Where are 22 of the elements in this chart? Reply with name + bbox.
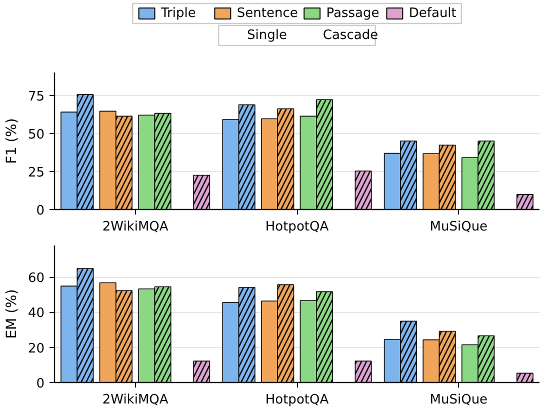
y-tick-label: 20 xyxy=(28,341,45,356)
y-tick-label: 25 xyxy=(28,165,45,180)
x-tick-label: 2WikiMQA xyxy=(102,392,168,408)
y-tick-label: 0 xyxy=(36,204,45,218)
y-tick-label: 40 xyxy=(28,306,45,322)
x-tick-label: 2WikiMQA xyxy=(102,220,168,234)
y-tick-label: 50 xyxy=(28,127,45,142)
x-tick-label: MuSiQue xyxy=(430,392,488,408)
y-axis-title: EM (%) xyxy=(4,289,20,339)
legend-label: Sentence xyxy=(236,6,298,21)
y-tick-label: 0 xyxy=(36,376,45,392)
x-tick-label: HotpotQA xyxy=(265,220,329,234)
y-tick-label: 75 xyxy=(28,89,45,104)
y-axis-title: F1 (%) xyxy=(4,118,20,164)
text: Single xyxy=(246,28,287,43)
y-tick-label: 60 xyxy=(28,271,45,286)
legend-label: Triple xyxy=(160,6,196,21)
x-tick-label: MuSiQue xyxy=(430,220,488,234)
legend-label: Default xyxy=(408,6,456,21)
text: Cascade xyxy=(322,28,378,43)
x-tick-label: HotpotQA xyxy=(265,392,329,408)
legend-label: Passage xyxy=(326,6,380,21)
